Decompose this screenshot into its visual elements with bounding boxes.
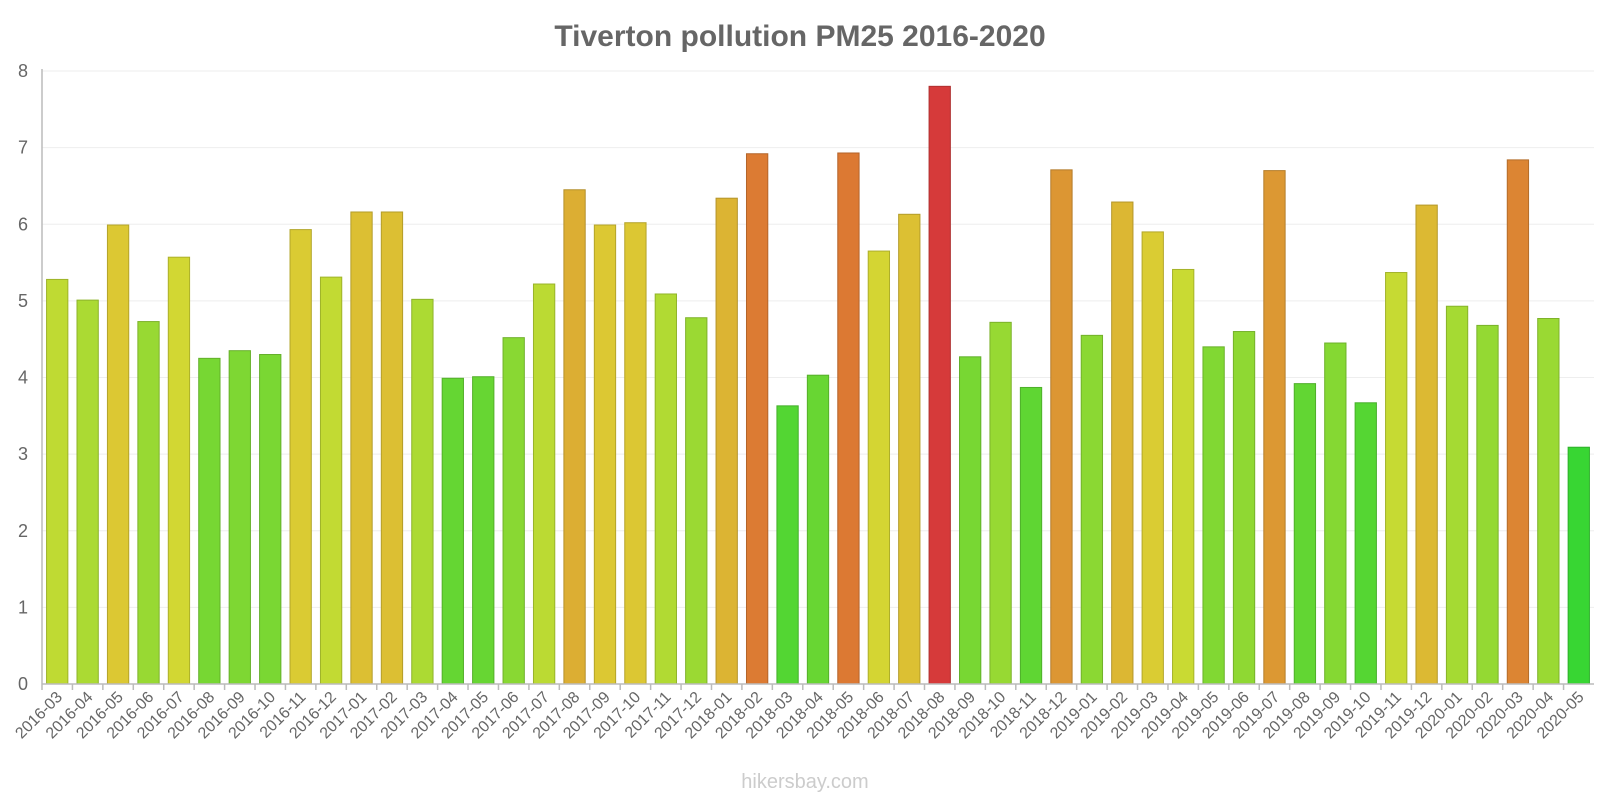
bar-2016-05[interactable] — [106, 224, 130, 685]
bar-2020-03[interactable] — [1506, 159, 1530, 685]
bar-2018-05[interactable] — [837, 152, 860, 685]
bar-2018-12[interactable] — [1050, 169, 1073, 685]
bar-2019-09[interactable] — [1324, 342, 1347, 685]
bar-2019-08[interactable] — [1293, 383, 1317, 685]
bar-2016-04[interactable] — [76, 299, 99, 685]
bar-2017-04[interactable] — [441, 377, 464, 685]
bar-2017-10[interactable] — [624, 222, 647, 685]
y-axis: 0 1 2 3 4 5 6 7 8 — [18, 61, 1594, 694]
bar-2017-09[interactable] — [593, 224, 617, 685]
x-axis: 2016-032016-042016-052016-062016-072016-… — [13, 684, 1588, 742]
bar-2019-07[interactable] — [1263, 170, 1286, 685]
y-tick-label: 3 — [18, 444, 28, 464]
bar-2018-08[interactable] — [928, 85, 951, 685]
bar-2016-06[interactable] — [137, 321, 160, 685]
bar-2019-10[interactable] — [1354, 402, 1377, 685]
bar-2017-12[interactable] — [685, 317, 708, 685]
bar-2018-07[interactable] — [898, 213, 921, 685]
bar-2019-05[interactable] — [1202, 346, 1225, 685]
bar-2019-04[interactable] — [1172, 268, 1195, 685]
bar-2017-05[interactable] — [472, 376, 495, 685]
bar-2016-07[interactable] — [167, 256, 191, 685]
bar-2019-06[interactable] — [1232, 331, 1256, 685]
bar-2018-06[interactable] — [867, 250, 891, 685]
bar-2018-02[interactable] — [745, 153, 769, 685]
y-tick-label: 1 — [18, 597, 28, 617]
bar-2018-09[interactable] — [959, 356, 982, 685]
y-tick-label: 2 — [18, 521, 28, 541]
bar-2018-10[interactable] — [989, 321, 1012, 685]
bar-2019-11[interactable] — [1385, 272, 1408, 685]
bar-2020-02[interactable] — [1476, 324, 1499, 685]
bar-2017-02[interactable] — [380, 211, 404, 685]
y-tick-label: 7 — [18, 138, 28, 158]
bar-2016-08[interactable] — [198, 357, 221, 685]
bar-2019-01[interactable] — [1080, 334, 1104, 685]
y-tick-label: 6 — [18, 214, 28, 234]
y-tick-label: 4 — [18, 368, 28, 388]
y-tick-label: 8 — [18, 61, 28, 81]
bar-2017-08[interactable] — [563, 189, 586, 685]
bar-2018-04[interactable] — [806, 374, 830, 685]
bar-2016-11[interactable] — [289, 229, 312, 685]
bar-2017-01[interactable] — [350, 211, 373, 685]
chart-title: Tiverton pollution PM25 2016-2020 — [554, 20, 1045, 53]
bar-2017-11[interactable] — [654, 293, 677, 685]
bar-2016-09[interactable] — [228, 350, 251, 685]
watermark: hikersbay.com — [741, 771, 868, 793]
bar-2019-03[interactable] — [1141, 231, 1164, 685]
bar-2018-03[interactable] — [776, 405, 799, 685]
bar-2017-06[interactable] — [502, 337, 525, 685]
bar-2018-01[interactable] — [715, 197, 738, 685]
bar-2016-03[interactable] — [46, 278, 69, 685]
bar-2020-04[interactable] — [1537, 318, 1560, 685]
bar-2019-02[interactable] — [1111, 201, 1134, 685]
bar-2016-10[interactable] — [259, 354, 282, 685]
bar-2020-01[interactable] — [1445, 305, 1469, 685]
bars-layer — [46, 85, 1590, 685]
bar-2017-07[interactable] — [532, 283, 556, 685]
bar-2016-12[interactable] — [319, 276, 343, 685]
bar-2018-11[interactable] — [1019, 386, 1043, 685]
y-tick-label: 5 — [18, 291, 28, 311]
y-tick-label: 0 — [18, 674, 28, 694]
bar-2020-05[interactable] — [1567, 446, 1590, 685]
bar-2017-03[interactable] — [411, 298, 434, 685]
bar-2019-12[interactable] — [1415, 204, 1438, 685]
